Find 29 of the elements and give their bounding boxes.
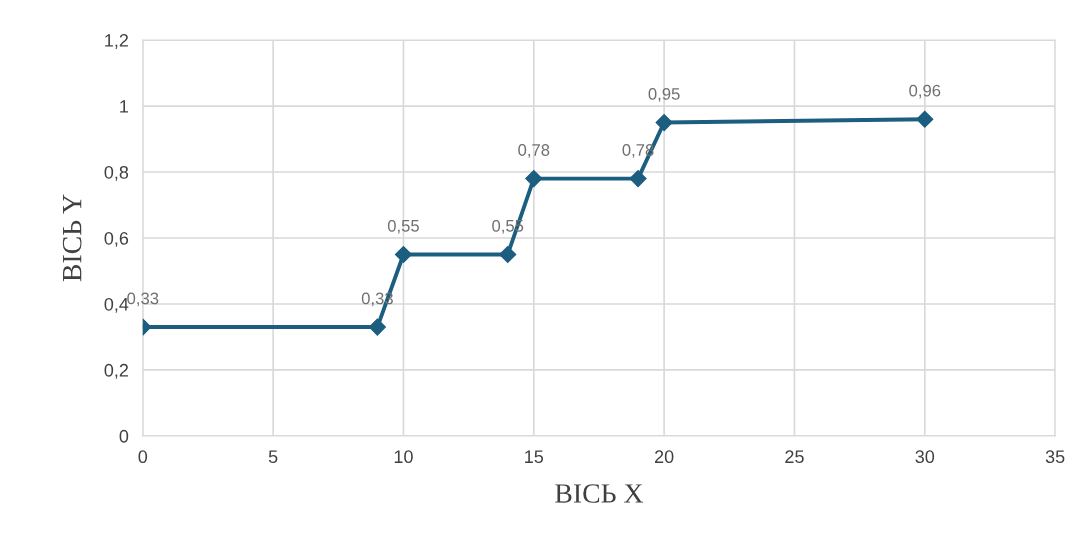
x-tick-label: 25 xyxy=(785,450,804,464)
x-tick-label: 20 xyxy=(654,450,674,464)
point xyxy=(525,170,543,188)
y-tick-label: 1 xyxy=(120,100,129,113)
y-axis-title: ВІСЬ Y xyxy=(62,194,82,282)
data-label: 0,55 xyxy=(387,219,419,234)
point xyxy=(916,110,934,128)
point xyxy=(499,245,517,264)
data-label: 0,96 xyxy=(909,84,941,99)
point xyxy=(629,170,647,188)
x-tick-label: 15 xyxy=(525,450,544,464)
x-tick-label: 35 xyxy=(1045,450,1065,464)
data-label: 0,78 xyxy=(518,144,550,158)
x-tick-label: 5 xyxy=(268,450,278,464)
x-tick-label: 30 xyxy=(915,450,935,464)
y-tick-label: 0,8 xyxy=(104,165,129,181)
point xyxy=(655,113,673,132)
point xyxy=(394,245,413,264)
y-tick-label: 0,4 xyxy=(104,297,129,313)
point xyxy=(368,318,386,336)
x-tick-label: 10 xyxy=(394,450,413,464)
data-label: 0,33 xyxy=(127,292,159,307)
y-tick-label: 0,6 xyxy=(104,231,129,247)
x-tick-label: 0 xyxy=(138,450,148,464)
data-label: 0,95 xyxy=(648,88,680,102)
x-axis-title: ВІСЬ X xyxy=(555,484,644,503)
y-tick-label: 0 xyxy=(119,429,129,443)
y-tick-label: 1,2 xyxy=(105,34,128,49)
y-tick-label: 0,2 xyxy=(104,363,128,379)
